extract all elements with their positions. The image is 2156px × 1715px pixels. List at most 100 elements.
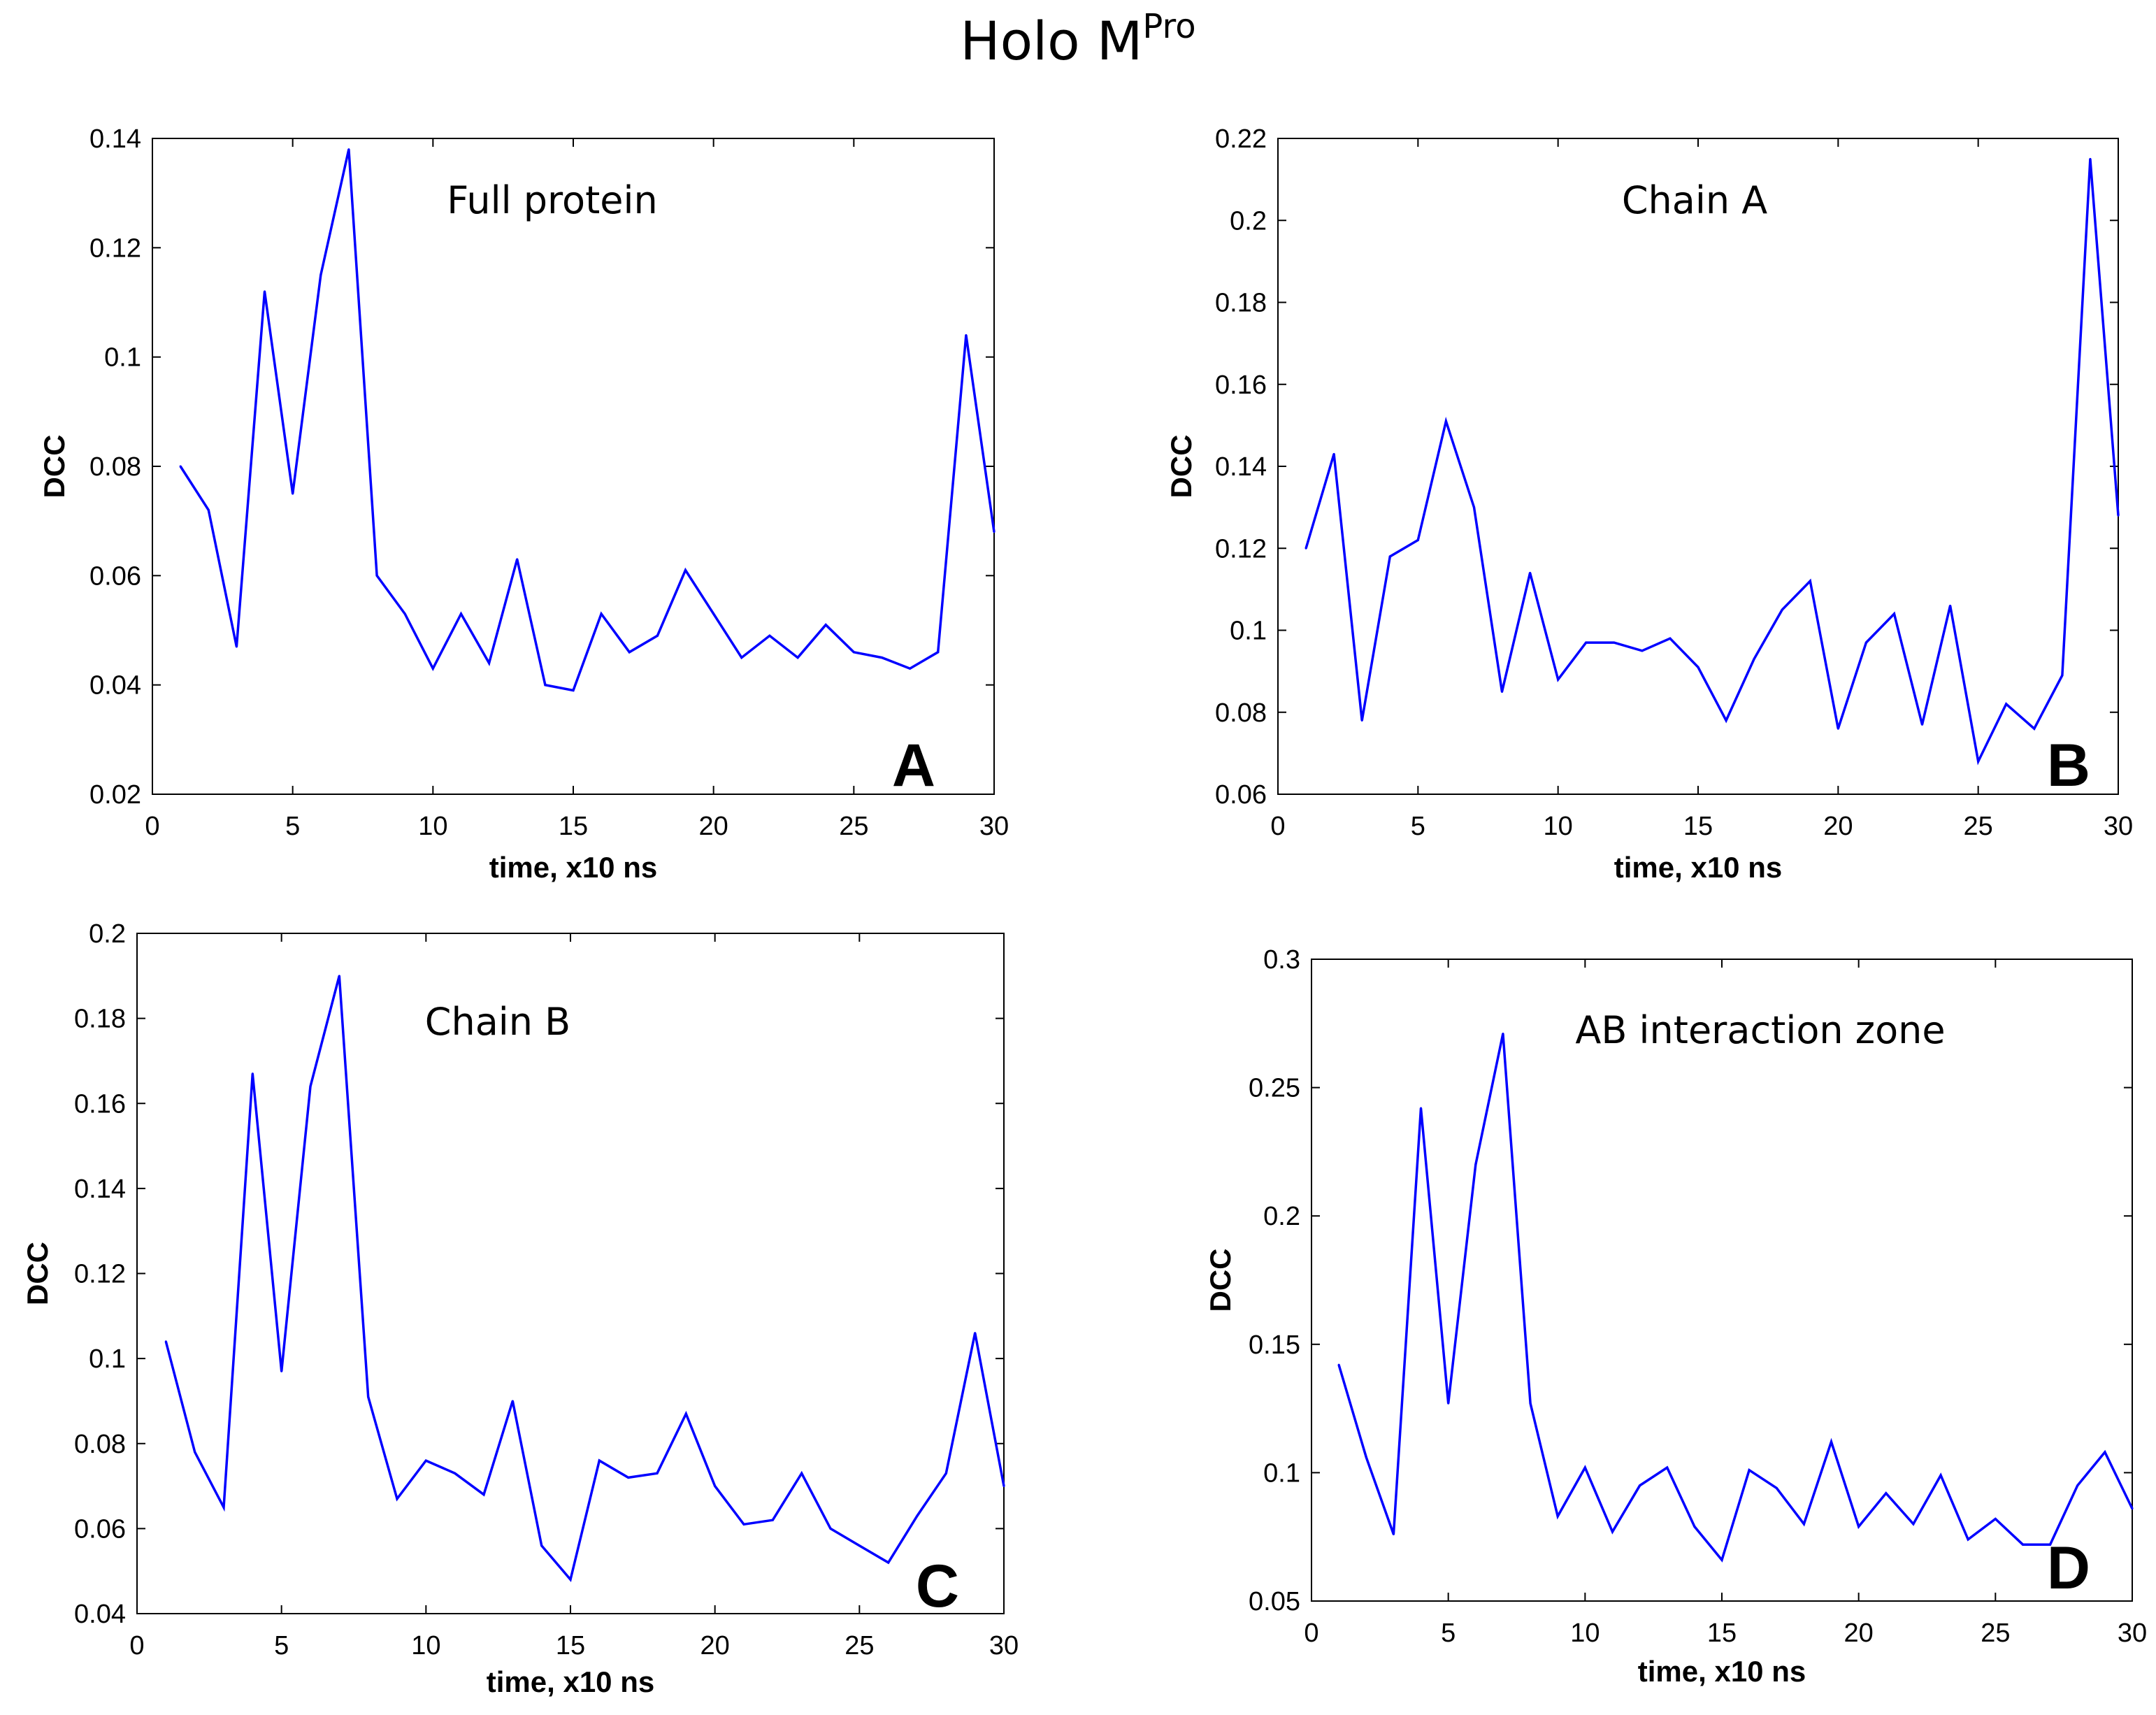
panel-a-xtick-label: 25 — [839, 812, 868, 841]
panel-c-data-point — [627, 1476, 630, 1479]
panel-a-data-point — [431, 667, 434, 670]
panel-d-data-point — [1885, 1492, 1888, 1495]
panel-b-xtick-label: 25 — [1964, 812, 1993, 841]
panel-c-data-point — [974, 1332, 977, 1335]
panel-a-data-point — [459, 612, 462, 615]
panel-b-series-line — [1305, 159, 2120, 766]
panel-c-data-point — [829, 1527, 832, 1530]
panel-a-data-point — [572, 689, 575, 691]
panel-b-xtick-label: 0 — [1270, 812, 1285, 841]
panel-c-ytick-label: 0.2 — [89, 919, 126, 949]
panel-d-data-point — [1939, 1474, 1942, 1477]
panel-d-data-point — [1994, 1517, 1997, 1520]
panel-a-data-point — [207, 509, 210, 512]
panel-c-xtick-label: 10 — [411, 1631, 440, 1660]
panel-c-data-point — [944, 1472, 947, 1474]
panel-b-ytick-label: 0.16 — [1215, 371, 1267, 400]
panel-a-data-point — [965, 333, 968, 336]
panel-c-data-point — [251, 1072, 254, 1075]
panel-d-data-point — [1639, 1484, 1641, 1487]
panel-c-data-point — [454, 1472, 457, 1474]
panel-d-data-point — [1583, 1466, 1586, 1469]
figure-title-main: Holo M — [960, 10, 1143, 72]
panel-d-data-point — [1337, 1363, 1340, 1366]
panel-a-ytick-label: 0.04 — [89, 671, 141, 701]
panel-a-letter: A — [892, 732, 935, 799]
panel-d-data-point — [1529, 1402, 1532, 1405]
panel-d-data-point — [1967, 1538, 1969, 1541]
panel-a-data-point — [235, 645, 238, 648]
panel-c-ytick-label: 0.16 — [74, 1089, 126, 1119]
panel-c-ytick-label: 0.1 — [89, 1344, 126, 1374]
panel-c-series-line — [164, 975, 1005, 1583]
panel-d-xtick-label: 20 — [1844, 1619, 1874, 1648]
panel-a-xtick-label: 20 — [699, 812, 728, 841]
panel-b-data-point — [1949, 604, 1952, 607]
panel-a-data-point — [347, 148, 350, 151]
panel-b-data-point — [1892, 612, 1895, 615]
panel-c-data-point — [280, 1370, 283, 1372]
panel-c-data-point — [800, 1472, 803, 1474]
panel-a-data-point — [824, 624, 827, 626]
panel-c-ytick-label: 0.18 — [74, 1005, 126, 1034]
panel-a-xtick-label: 0 — [145, 812, 159, 841]
panel-a-data-point — [544, 684, 547, 687]
panel-d-data-point — [1447, 1402, 1450, 1405]
panel-d-ytick-label: 0.25 — [1249, 1074, 1300, 1103]
panel-b-xtick-label: 20 — [1823, 812, 1853, 841]
panel-d-data-point — [1912, 1523, 1915, 1526]
panel-b-data-point — [1725, 719, 1727, 722]
panel-c-xtick-label: 25 — [845, 1631, 874, 1660]
panel-a-xtick-label: 5 — [285, 812, 300, 841]
panel-c-data-point — [569, 1578, 572, 1581]
panel-b-ytick-label: 0.18 — [1215, 289, 1267, 318]
panel-c-data-point — [656, 1472, 659, 1474]
panel-b-ylabel: DCC — [1165, 435, 1198, 498]
panel-c-ytick-label: 0.06 — [74, 1514, 126, 1544]
panel-b-data-point — [1305, 547, 1307, 550]
panel-c-data-point — [684, 1412, 687, 1415]
panel-c-xtick-label: 30 — [989, 1631, 1019, 1660]
panel-d-axes-box — [1311, 959, 2133, 1602]
panel-c-data-point — [1002, 1485, 1005, 1488]
panel-a-ytick-label: 0.08 — [89, 452, 141, 482]
panel-b-axes-box — [1277, 138, 2119, 795]
panel-c-data-point — [598, 1459, 601, 1462]
panel-a-data-point — [796, 656, 799, 659]
panel-d-data-point — [1775, 1486, 1778, 1489]
panel-d-data-point — [1666, 1466, 1669, 1469]
panel-d-data-point — [1830, 1440, 1833, 1443]
panel-b-data-point — [1697, 666, 1699, 668]
panel-b-data-point — [2061, 674, 2064, 677]
panel-b-data-point — [1613, 641, 1616, 644]
panel-a-xtick-label: 30 — [979, 812, 1009, 841]
panel-d-data-point — [2021, 1543, 2024, 1546]
panel-d-ytick-label: 0.15 — [1249, 1330, 1300, 1360]
panel-b-data-point — [1781, 608, 1783, 611]
panel-c-xtick-label: 15 — [556, 1631, 585, 1660]
panel-d-data-point — [2076, 1484, 2079, 1487]
panel-a-ytick-label: 0.06 — [89, 561, 141, 591]
panel-c-ytick-label: 0.04 — [74, 1600, 126, 1629]
panel-d-data-point — [1556, 1515, 1559, 1518]
panel-b-data-point — [1585, 641, 1588, 644]
panel-a-data-point — [937, 651, 940, 654]
panel-a-data-point — [292, 492, 294, 495]
panel-a-data-point — [403, 612, 406, 615]
panel-a-data-point — [319, 273, 322, 276]
panel-d-data-point — [1693, 1526, 1696, 1528]
panel-c-xtick-label: 5 — [274, 1631, 289, 1660]
panel-d-data-point — [2104, 1451, 2106, 1454]
panel-b-data-point — [1641, 650, 1644, 652]
panel-c-data-point — [309, 1085, 312, 1088]
panel-a-data-point — [852, 651, 855, 654]
panel-b-data-point — [1501, 690, 1504, 693]
panel-b-ytick-label: 0.08 — [1215, 698, 1267, 728]
panel-a-series-line — [179, 149, 996, 692]
panel-b-title: Chain A — [1622, 178, 1767, 222]
panel-d-ytick-label: 0.05 — [1249, 1587, 1300, 1616]
panel-b-data-point — [1669, 637, 1672, 640]
panel-c-data-point — [540, 1544, 543, 1547]
panel-d-xtick-label: 5 — [1441, 1619, 1456, 1648]
panel-a-title: Full protein — [447, 178, 657, 222]
